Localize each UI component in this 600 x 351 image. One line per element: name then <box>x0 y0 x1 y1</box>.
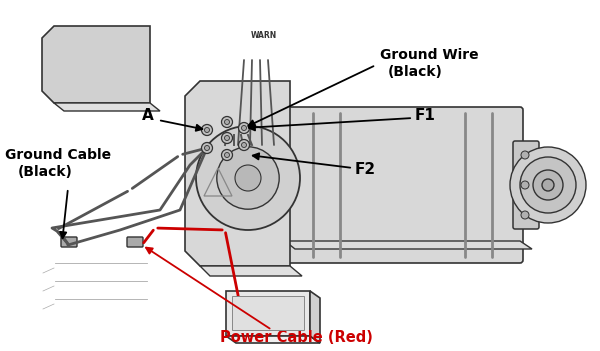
Polygon shape <box>185 81 290 266</box>
Text: F1: F1 <box>415 107 436 122</box>
Text: (Black): (Black) <box>388 65 443 79</box>
Circle shape <box>241 143 247 147</box>
Circle shape <box>221 132 233 144</box>
Circle shape <box>224 152 229 158</box>
Circle shape <box>521 151 529 159</box>
Circle shape <box>533 170 563 200</box>
Circle shape <box>521 181 529 189</box>
Polygon shape <box>226 336 320 343</box>
FancyBboxPatch shape <box>61 237 77 247</box>
Circle shape <box>239 139 250 151</box>
Text: A: A <box>142 107 154 122</box>
Circle shape <box>235 165 261 191</box>
FancyBboxPatch shape <box>127 237 143 247</box>
Circle shape <box>542 179 554 191</box>
Circle shape <box>202 143 212 153</box>
Circle shape <box>241 126 247 131</box>
Text: F2: F2 <box>355 163 376 178</box>
Circle shape <box>221 117 233 127</box>
Circle shape <box>239 122 250 133</box>
Text: Power Cable (Red): Power Cable (Red) <box>220 331 373 345</box>
Circle shape <box>224 119 229 125</box>
Circle shape <box>196 126 300 230</box>
Circle shape <box>205 127 209 132</box>
FancyBboxPatch shape <box>282 107 523 263</box>
Polygon shape <box>42 26 150 103</box>
Circle shape <box>205 146 209 151</box>
Circle shape <box>221 150 233 160</box>
Polygon shape <box>200 266 302 276</box>
FancyBboxPatch shape <box>513 141 539 229</box>
Polygon shape <box>285 241 532 249</box>
Circle shape <box>521 211 529 219</box>
Polygon shape <box>310 291 320 343</box>
Text: (Black): (Black) <box>18 165 73 179</box>
Polygon shape <box>54 103 160 111</box>
Text: Ground Wire: Ground Wire <box>380 48 479 62</box>
Circle shape <box>217 147 279 209</box>
Circle shape <box>510 147 586 223</box>
Circle shape <box>520 157 576 213</box>
Polygon shape <box>232 296 304 330</box>
Text: Ground Cable: Ground Cable <box>5 148 111 162</box>
Circle shape <box>224 135 229 140</box>
Circle shape <box>202 125 212 135</box>
Polygon shape <box>226 291 310 336</box>
Text: WARN: WARN <box>251 31 277 40</box>
